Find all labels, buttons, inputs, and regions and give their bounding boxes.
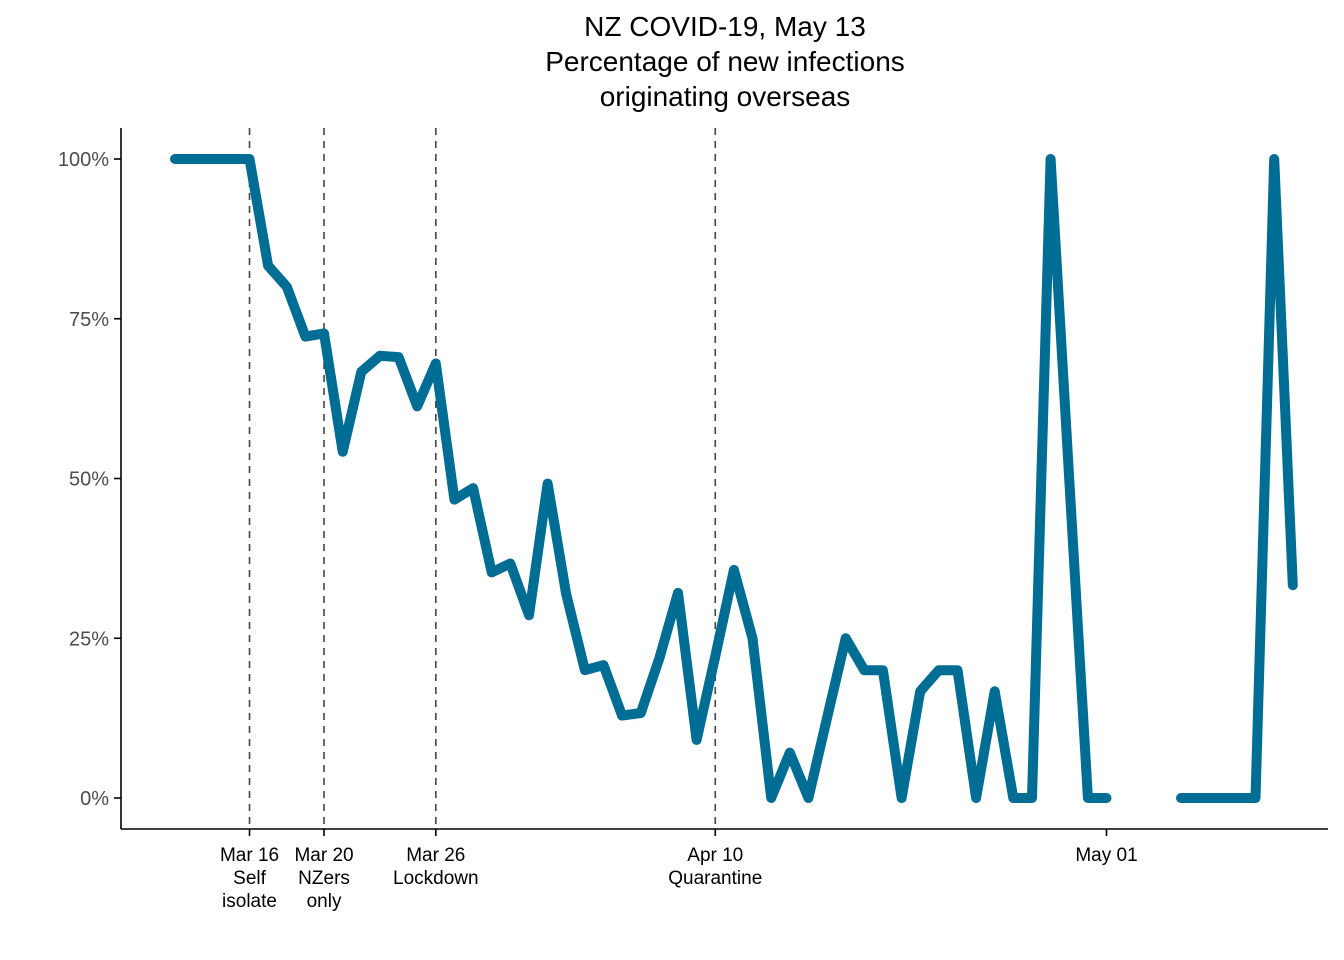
y-tick-label: 100%	[58, 149, 109, 171]
x-tick-label: NZers	[298, 868, 350, 889]
y-axis-ticks: 0% 25% 50% 75% 100%	[58, 149, 121, 810]
x-tick-label: May 01	[1075, 845, 1137, 866]
chart-title: NZ COVID-19, May 13 Percentage of new inf…	[545, 11, 905, 112]
y-tick-label: 50%	[69, 469, 109, 491]
x-tick-label: isolate	[222, 891, 277, 912]
chart-title-line: Percentage of new infections	[545, 46, 905, 77]
x-tick-label: Apr 10	[687, 845, 743, 866]
x-tick-label: Self	[233, 868, 266, 889]
x-tick-label: Mar 16	[220, 845, 279, 866]
y-tick-label: 75%	[69, 309, 109, 331]
x-tick-label: Mar 26	[406, 845, 465, 866]
y-tick-label: 0%	[80, 788, 109, 810]
x-tick-label: only	[307, 891, 342, 912]
x-tick-label: Quarantine	[668, 868, 762, 889]
y-tick-label: 25%	[69, 628, 109, 650]
series-line-segment	[170, 154, 1112, 803]
axes	[120, 128, 1328, 830]
chart-title-line: NZ COVID-19, May 13	[584, 11, 866, 42]
x-tick-label: Mar 20	[294, 845, 353, 866]
series-line-segment	[1176, 154, 1298, 803]
x-tick-label: Lockdown	[393, 868, 479, 889]
chart-title-line: originating overseas	[600, 81, 851, 112]
series	[170, 154, 1298, 803]
event-lines	[248, 128, 717, 829]
